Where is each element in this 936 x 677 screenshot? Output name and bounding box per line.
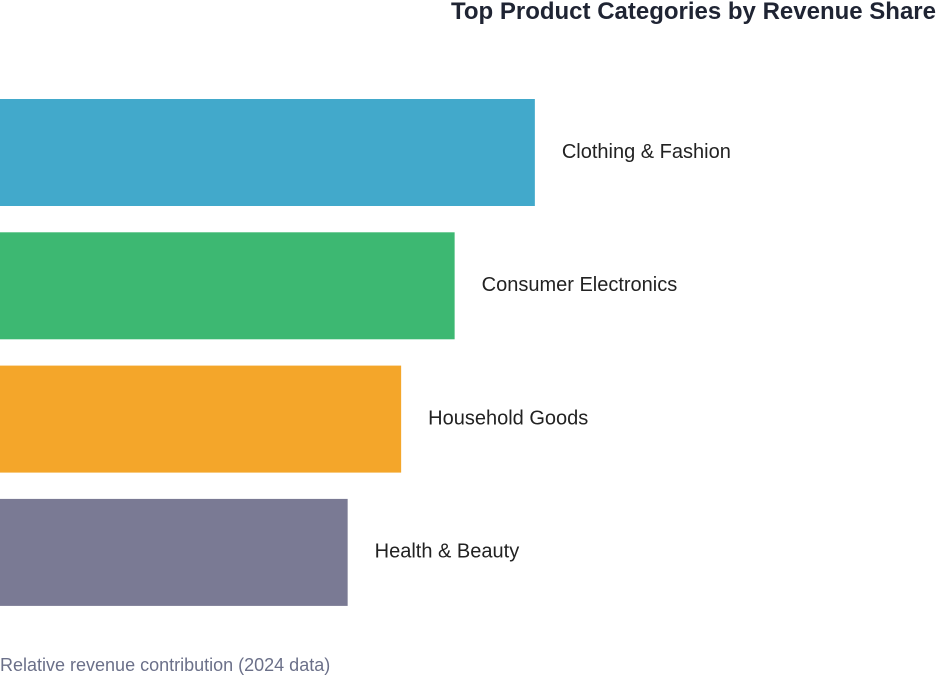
bar-label: Health & Beauty [375,541,520,563]
bar-consumer-electronics [0,232,455,340]
bar-household-goods [0,365,402,473]
bar-label: Consumer Electronics [482,274,678,296]
chart-title: Top Product Categories by Revenue Share [450,0,936,25]
chart-caption: Relative revenue contribution (2024 data… [0,655,331,675]
bar-label: Household Goods [428,407,588,429]
bar-label: Clothing & Fashion [562,141,731,163]
bar-clothing-fashion [0,99,535,206]
bar-health-beauty [0,498,348,606]
